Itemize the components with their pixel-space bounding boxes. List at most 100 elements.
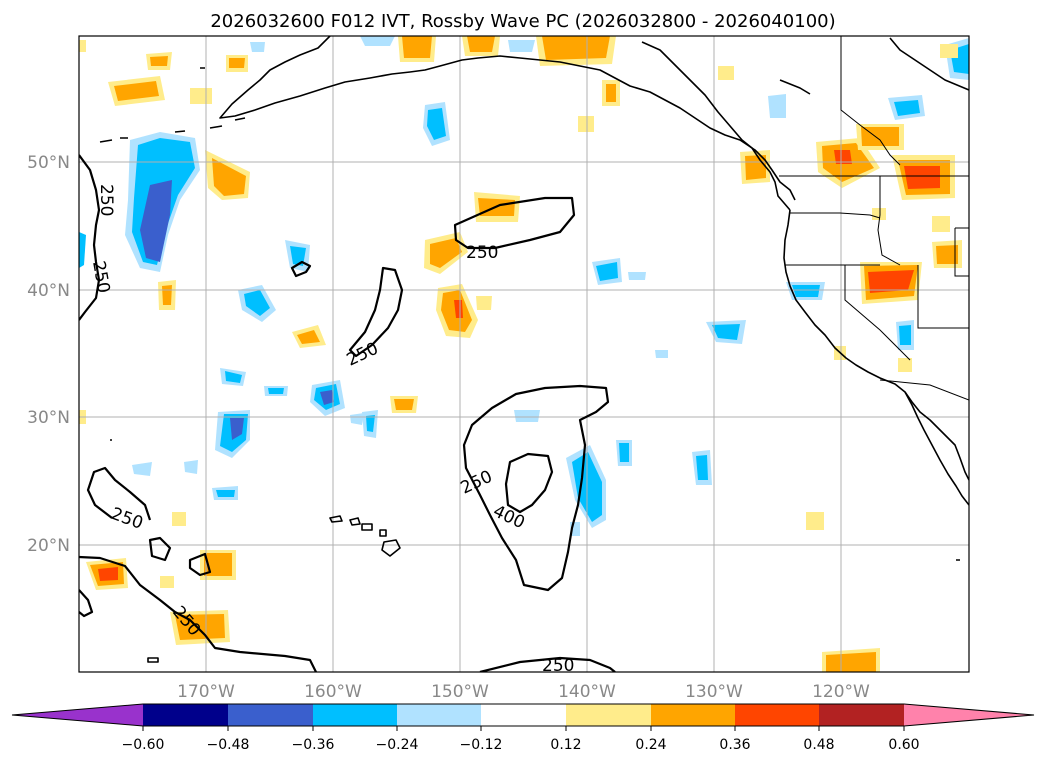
pos-anomaly-patch: [402, 36, 432, 58]
neg-anomaly-patch: [894, 100, 920, 116]
pos-anomaly-patch: [868, 270, 914, 293]
alaska-coast: [219, 36, 796, 201]
neg-anomaly-patch: [244, 290, 270, 316]
pos-anomaly-patch: [212, 158, 246, 196]
lon-label: 160°W: [304, 682, 362, 702]
colorbar-bin: [735, 704, 819, 726]
ivt-contour-line: [79, 555, 317, 672]
neg-anomaly-patch: [140, 180, 172, 262]
neg-anomaly-patch: [320, 390, 334, 405]
pos-anomaly-patch: [834, 150, 852, 164]
colorbar: −0.60 −0.48 −0.36 −0.24 −0.12 0.12 0.24 …: [11, 703, 1035, 753]
pos-anomaly-patch: [172, 512, 186, 526]
neg-anomaly-patch: [132, 462, 152, 476]
lon-label: 120°W: [812, 682, 870, 702]
colorbar-tick-label: 0.60: [888, 737, 919, 753]
ivt-contour-line: [504, 452, 554, 514]
ivt-contour-line: [86, 466, 152, 521]
pos-anomaly-patch: [114, 81, 159, 101]
pos-anomaly-patch: [430, 238, 462, 268]
pos-anomaly-patch: [718, 66, 734, 80]
pos-anomaly-patch: [204, 553, 232, 576]
ivt-contour-line: [79, 589, 94, 618]
lon-label: 170°W: [177, 682, 235, 702]
map-panel: 250 250 250 250 250 250 400 250 250: [78, 35, 970, 676]
pos-anomaly-patch: [606, 84, 616, 102]
graticule: [79, 36, 969, 672]
neg-anomaly-patch: [619, 443, 629, 462]
neg-anomaly-patch: [768, 94, 786, 118]
ivt-contours: [79, 154, 616, 672]
neg-anomaly-patch: [225, 371, 242, 383]
neg-anomaly-patch: [899, 325, 911, 345]
pos-anomaly-patch: [898, 358, 912, 372]
neg-anomaly-patch: [655, 350, 668, 358]
pos-anomaly-patch: [940, 44, 958, 58]
pos-anomaly-patch: [806, 512, 824, 530]
bc-coast: [641, 41, 791, 211]
latitude-labels: 50°N 40°N 30°N 20°N: [27, 153, 70, 556]
pos-anomaly-patch: [861, 127, 899, 146]
hawaii-islands: [329, 515, 401, 557]
colorbar-bin: [651, 704, 735, 726]
colorbar-tick-label: 0.48: [803, 737, 834, 753]
map-frame: [78, 35, 970, 673]
colorbar-tick-label: −0.48: [207, 737, 250, 753]
pos-anomaly-patch: [190, 88, 212, 104]
lat-label: 40°N: [27, 281, 70, 301]
neg-anomaly-patch: [250, 42, 265, 52]
neg-anomaly-patch: [696, 455, 708, 480]
negative-anomaly-shading: [79, 36, 969, 536]
pos-anomaly-patch: [467, 36, 495, 52]
pos-anomaly-patch: [79, 40, 86, 52]
pos-anomaly-patch: [476, 296, 492, 310]
lat-label: 20°N: [27, 536, 70, 556]
colorbar-tick-label: −0.36: [292, 737, 335, 753]
pos-anomaly-patch: [175, 614, 225, 640]
political-borders: [779, 36, 969, 401]
map-content: 250 250 250 250 250 250 400 250 250: [79, 36, 969, 676]
neg-anomaly-patch: [366, 415, 375, 432]
positive-anomaly-shading: [79, 36, 962, 672]
pos-anomaly-patch: [98, 567, 118, 581]
ivt-contour-line: [148, 536, 172, 562]
baja-peninsula: [904, 391, 969, 481]
neg-anomaly-patch: [184, 460, 198, 474]
coastlines: [99, 36, 969, 663]
neg-anomaly-patch: [350, 413, 364, 425]
colorbar-bin: [313, 704, 397, 726]
neg-anomaly-patch: [216, 490, 235, 497]
neg-anomaly-patch: [792, 285, 820, 297]
colorbar-extend-low: [12, 704, 143, 726]
neg-anomaly-patch: [79, 232, 86, 268]
washington-oregon-border: [790, 212, 881, 219]
neg-anomaly-patch: [230, 418, 244, 440]
colorbar-tick-label: −0.24: [376, 737, 419, 753]
ivt-contour-line: [479, 656, 616, 672]
pos-anomaly-patch: [936, 245, 958, 264]
colorbar-bin: [397, 704, 481, 726]
pos-anomaly-patch: [394, 399, 414, 410]
neg-anomaly-patch: [508, 40, 535, 52]
contour-label: 250: [542, 656, 574, 676]
neg-anomaly-patch: [628, 272, 646, 280]
ivt-contour-line: [453, 196, 576, 250]
neg-anomaly-patch: [360, 36, 395, 46]
pos-anomaly-patch: [542, 36, 610, 60]
colorbar-bin: [481, 704, 566, 726]
canada-mainland-edge: [779, 37, 969, 95]
pos-anomaly-patch: [454, 300, 463, 318]
neg-anomaly-patch: [596, 262, 618, 281]
contour-label: 250: [466, 243, 498, 263]
california-nevada-border: [844, 265, 911, 361]
idaho-boundary: [877, 176, 901, 266]
lon-label: 130°W: [685, 682, 743, 702]
lat-label: 30°N: [27, 408, 70, 428]
colorbar-tick-label: 0.36: [719, 737, 750, 753]
lat-label: 50°N: [27, 153, 70, 173]
us-west-coast: [783, 209, 969, 506]
aleutian-chain: [99, 117, 246, 143]
ivt-contour-line: [79, 154, 101, 321]
us-mexico-border: [879, 379, 969, 401]
pos-anomaly-patch: [932, 216, 950, 232]
